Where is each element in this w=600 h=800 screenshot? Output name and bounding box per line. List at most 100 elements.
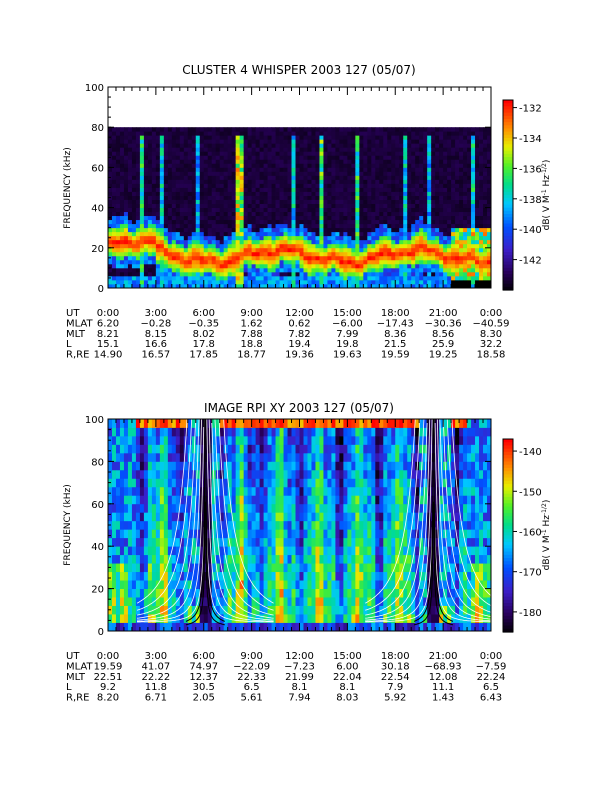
spectrogram-cell — [343, 271, 348, 277]
spectrogram-cell — [399, 167, 404, 172]
spectrogram-cell — [327, 207, 332, 213]
spectrogram-cell — [435, 191, 440, 196]
spectrogram-cell — [283, 267, 288, 273]
spectrogram-cell — [331, 179, 336, 184]
spectrogram-cell — [383, 155, 388, 160]
spectrogram-cell — [291, 127, 296, 132]
spectrogram-cell — [183, 135, 189, 140]
spectrogram-cell — [383, 259, 388, 265]
spectrogram-cell — [195, 247, 201, 253]
spectrogram-cell — [415, 243, 420, 249]
spectrogram-cell — [239, 191, 245, 196]
spectrogram-cell — [151, 259, 157, 265]
spectrogram-cell — [115, 223, 121, 229]
spectrogram-cell — [355, 163, 360, 168]
spectrogram-cell — [355, 207, 360, 213]
spectrogram-cell — [163, 159, 169, 164]
spectrogram-cell — [399, 199, 404, 204]
spectrogram-cell — [367, 259, 372, 265]
spectrogram-cell — [463, 259, 468, 265]
spectrogram-cell — [207, 215, 213, 221]
spectrogram-cell — [251, 139, 257, 144]
spectrogram-cell — [479, 219, 484, 225]
spectrogram-cell — [195, 271, 201, 277]
spectrogram-cell — [287, 183, 292, 188]
spectrogram-cell — [239, 571, 245, 581]
spectrogram-cell — [227, 554, 233, 564]
spectrogram-cell — [407, 259, 412, 265]
spectrogram-cell — [231, 622, 237, 631]
spectrogram-cell — [411, 131, 416, 136]
spectrogram-cell — [223, 279, 229, 285]
spectrogram-cell — [295, 283, 300, 288]
spectrogram-cell — [247, 143, 253, 148]
spectrogram-cell — [235, 605, 241, 615]
spectrogram-cell — [311, 215, 316, 221]
spectrogram-cell — [451, 227, 456, 233]
spectrogram-cell — [451, 167, 456, 172]
spectrogram-cell — [323, 199, 328, 204]
spectrogram-cell — [215, 419, 221, 428]
spectrogram-cell — [251, 171, 257, 176]
spectrogram-cell — [395, 179, 400, 184]
spectrogram-cell — [159, 127, 165, 132]
spectrogram-cell — [315, 283, 320, 288]
spectrogram-cell — [327, 147, 332, 152]
spectrogram-cell — [279, 139, 284, 144]
spectrogram-cell — [419, 171, 424, 176]
spectrogram-cell — [115, 588, 121, 598]
spectrogram-cell — [347, 143, 352, 148]
spectrogram-cell — [395, 271, 400, 277]
spectrogram-cell — [147, 187, 153, 192]
spectrogram-cell — [303, 199, 308, 204]
spectrogram-cell — [195, 203, 201, 208]
spectrogram-cell — [451, 199, 456, 204]
spectrogram-cell — [175, 580, 181, 589]
spectrogram-cell — [135, 187, 141, 192]
spectrogram-cell — [459, 239, 464, 245]
spectrogram-cell — [267, 199, 272, 204]
spectrogram-cell — [159, 191, 165, 196]
spectrogram-cell — [427, 187, 432, 192]
spectrogram-cell — [115, 537, 121, 547]
spectrogram-cell — [383, 203, 388, 208]
spectrogram-cell — [247, 243, 253, 249]
spectrogram-cell — [135, 183, 141, 188]
spectrogram-cell — [167, 131, 173, 136]
ephemeris-value: −40.59 — [472, 318, 509, 329]
spectrogram-cell — [487, 227, 491, 233]
spectrogram-cell — [167, 179, 173, 184]
spectrogram-cell — [247, 183, 253, 188]
spectrogram-cell — [123, 597, 129, 606]
spectrogram-cell — [447, 183, 452, 188]
spectrogram-cell — [303, 271, 308, 277]
spectrogram-cell — [151, 419, 157, 428]
spectrogram-cell — [307, 239, 312, 245]
spectrogram-cell — [467, 235, 472, 241]
spectrogram-cell — [411, 267, 416, 273]
spectrogram-cell — [443, 247, 448, 253]
spectrogram-cell — [483, 179, 488, 184]
spectrogram-cell — [375, 191, 380, 196]
spectrogram-cell — [239, 147, 245, 152]
spectrogram-cell — [195, 529, 201, 539]
spectrogram-cell — [335, 283, 340, 288]
spectrogram-cell — [439, 271, 444, 277]
spectrogram-cell — [119, 546, 125, 556]
spectrogram-cell — [183, 163, 189, 168]
colorbar-segment — [503, 248, 513, 253]
spectrogram-cell — [143, 191, 149, 196]
spectrogram-cell — [123, 243, 129, 249]
spectrogram-cell — [115, 469, 121, 479]
spectrogram-cell — [323, 139, 328, 144]
spectrogram-cell — [235, 622, 241, 631]
spectrogram-cell — [443, 251, 448, 257]
spectrogram-cell — [171, 461, 177, 471]
spectrogram-cell — [143, 512, 149, 522]
spectrogram-cell — [119, 478, 125, 488]
spectrogram-cell — [231, 219, 237, 225]
spectrogram-cell — [355, 151, 360, 156]
spectrogram-cell — [187, 127, 193, 132]
spectrogram-cell — [159, 235, 165, 241]
spectrogram-cell — [247, 235, 253, 241]
